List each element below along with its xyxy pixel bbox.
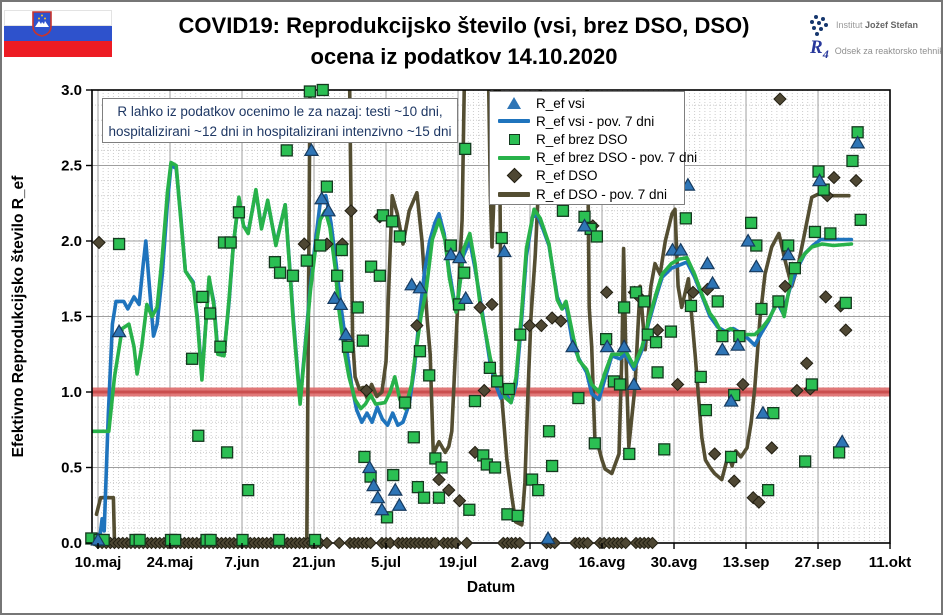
ijs-dots-logo-icon <box>810 15 828 36</box>
flag-stripe-red <box>4 41 112 57</box>
flag-stripe-white <box>4 10 112 26</box>
title-line-2: ocena iz podatkov 14.10.2020 <box>310 44 618 69</box>
svg-text:2.5: 2.5 <box>61 158 82 175</box>
ijs-logo-row: Institut Jožef Stefan <box>808 12 940 38</box>
page-title: COVID19: Reprodukcijsko število (vsi, br… <box>114 10 814 72</box>
legend-item-vsi-avg: R_ef vsi - pov. 7 dni <box>496 112 684 130</box>
svg-text:0.5: 0.5 <box>61 460 82 477</box>
y-axis-title: Efektivno Reprodukcijsko število R_ef <box>10 175 27 458</box>
slovenia-flag <box>4 10 112 57</box>
legend-item-dso: R_ef DSO <box>496 167 684 185</box>
chart-legend: R_ef vsi R_ef vsi - pov. 7 dni R_ef brez… <box>489 91 697 205</box>
square-marker-icon <box>496 133 532 145</box>
r4-mark: R4 <box>810 37 829 61</box>
svg-text:27.sep: 27.sep <box>795 554 842 571</box>
svg-text:16.avg: 16.avg <box>579 554 626 571</box>
legend-item-brez-dso: R_ef brez DSO <box>496 130 684 148</box>
legend-item-brez-dso-avg: R_ef brez DSO - pov. 7 dni <box>496 149 697 167</box>
slovenia-coat-of-arms-icon <box>32 11 52 37</box>
blue-line-swatch-icon <box>496 119 532 124</box>
flag-stripe-blue <box>4 25 112 42</box>
institute-logos: Institut Jožef Stefan R4 Odsek za reakto… <box>808 12 943 64</box>
diamond-marker-icon <box>496 168 532 184</box>
ijs-label: Institut Jožef Stefan <box>836 20 918 30</box>
legend-item-vsi: R_ef vsi <box>496 94 684 112</box>
svg-text:1.0: 1.0 <box>61 384 82 401</box>
svg-text:30.avg: 30.avg <box>651 554 698 571</box>
x-axis-title: Datum <box>466 579 516 596</box>
svg-text:2.avg: 2.avg <box>511 554 549 571</box>
olive-line-swatch-icon <box>496 191 532 197</box>
triangle-marker-icon <box>496 97 532 110</box>
svg-text:3.0: 3.0 <box>61 82 82 99</box>
svg-text:13.sep: 13.sep <box>723 554 770 571</box>
svg-text:5.jul: 5.jul <box>371 554 401 571</box>
r4-logo-row: R4 Odsek za reaktorsko tehniko <box>808 37 943 64</box>
dept-label: Odsek za reaktorsko tehniko <box>834 46 943 56</box>
annotation-line-1: R lahko iz podatkov ocenimo le za nazaj:… <box>117 104 443 119</box>
ijs-label-name: Jožef Stefan <box>865 20 919 30</box>
annotation-box: R lahko iz podatkov ocenimo le za nazaj:… <box>102 98 458 143</box>
legend-item-dso-avg: R_ef DSO - pov. 7 dni <box>496 185 684 203</box>
svg-text:1.5: 1.5 <box>61 309 82 326</box>
green-line-swatch-icon <box>496 155 532 160</box>
title-line-1: COVID19: Reprodukcijsko število (vsi, br… <box>178 13 750 38</box>
svg-text:19.jul: 19.jul <box>439 554 477 571</box>
svg-text:10.maj: 10.maj <box>75 554 122 571</box>
svg-text:24.maj: 24.maj <box>147 554 194 571</box>
svg-text:21.jun: 21.jun <box>292 554 335 571</box>
annotation-line-2: hospitalizirani ~12 dni in hospitalizira… <box>108 124 452 139</box>
svg-text:7.jun: 7.jun <box>224 554 259 571</box>
svg-text:11.okt: 11.okt <box>869 554 912 571</box>
ijs-label-prefix: Institut <box>836 20 863 30</box>
svg-text:2.0: 2.0 <box>61 233 82 250</box>
svg-text:0.0: 0.0 <box>61 535 82 552</box>
